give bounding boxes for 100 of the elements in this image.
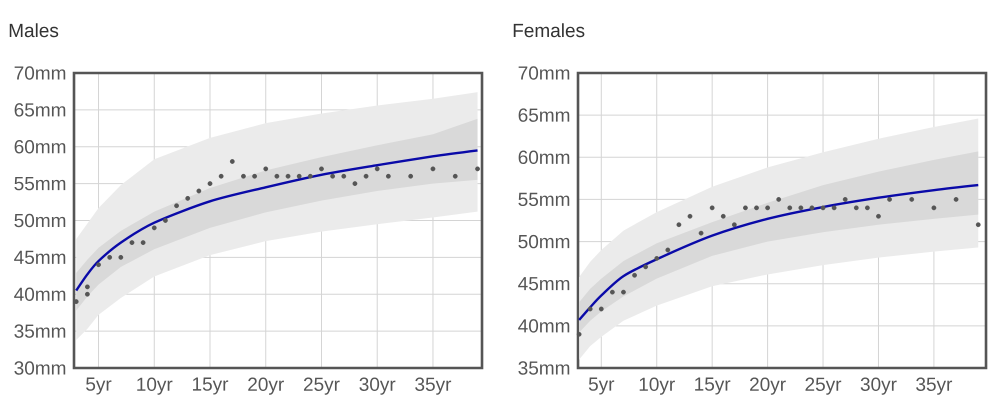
point — [352, 181, 358, 186]
point — [341, 174, 346, 179]
point — [296, 174, 302, 179]
point — [218, 174, 224, 179]
x-tick-label: 30yr — [359, 378, 396, 395]
x-tick-label: 35yr — [916, 378, 952, 395]
point — [676, 222, 682, 228]
point — [430, 166, 436, 172]
point — [330, 174, 336, 179]
point — [598, 306, 604, 312]
x-tick-label: 10yr — [640, 378, 675, 395]
point — [140, 240, 146, 246]
point — [84, 284, 90, 290]
y-tick-label: 55mm — [14, 176, 66, 190]
point — [241, 174, 246, 179]
point — [932, 205, 936, 210]
point — [152, 225, 157, 230]
point — [765, 205, 770, 210]
point — [185, 196, 190, 201]
point — [820, 205, 826, 210]
point — [610, 290, 615, 295]
point — [732, 222, 737, 228]
point — [654, 256, 660, 261]
y-tick-label: 30mm — [14, 361, 66, 375]
x-tick-label: 5yr — [588, 378, 614, 395]
x-tick-label: 25yr — [304, 378, 340, 395]
x-tick-label: 20yr — [750, 378, 786, 395]
line-series — [75, 149, 479, 292]
point — [688, 214, 692, 219]
point — [364, 174, 368, 179]
point — [776, 197, 782, 202]
point — [909, 197, 914, 202]
y-tick-label: 45mm — [14, 250, 66, 264]
point — [230, 159, 235, 164]
point — [263, 166, 268, 172]
x-tick-label: 30yr — [860, 378, 897, 395]
y-tick-label: 65mm — [14, 103, 66, 117]
x-tick-label: 15yr — [695, 378, 730, 395]
x-tick-label: 15yr — [192, 378, 228, 395]
point — [118, 254, 124, 260]
point — [274, 174, 280, 179]
point — [832, 205, 837, 210]
point — [787, 205, 792, 210]
point — [665, 248, 670, 252]
point — [174, 203, 179, 208]
point — [588, 306, 593, 312]
point — [452, 174, 458, 179]
point — [810, 205, 814, 210]
line-series — [578, 184, 980, 322]
point — [643, 264, 648, 270]
point — [743, 205, 748, 210]
point — [632, 272, 637, 278]
y-tick-label: 60mm — [14, 140, 66, 154]
x-tick-label: 5yr — [86, 378, 112, 395]
point — [386, 174, 391, 179]
point — [876, 214, 881, 219]
point — [887, 197, 892, 202]
point — [621, 290, 626, 295]
y-tick-label: 70mm — [14, 66, 66, 80]
point — [475, 166, 480, 172]
point — [130, 240, 134, 246]
y-tick-label: 40mm — [518, 319, 570, 333]
point — [252, 174, 257, 179]
point — [798, 205, 804, 210]
point — [208, 181, 212, 186]
y-tick-label: 70mm — [518, 66, 570, 80]
point — [854, 205, 859, 210]
point — [842, 197, 848, 202]
y-tick-label: 35mm — [518, 361, 570, 375]
point — [754, 205, 759, 210]
y-tick-label: 40mm — [14, 288, 66, 301]
point — [576, 332, 582, 337]
y-tick-label: 35mm — [14, 324, 66, 338]
y-tick-label: 60mm — [518, 150, 570, 164]
y-tick-label: 45mm — [518, 277, 570, 290]
point — [720, 214, 726, 219]
point — [84, 292, 90, 297]
y-tick-label: 65mm — [518, 108, 570, 122]
point — [96, 262, 101, 268]
point — [710, 205, 715, 210]
point — [308, 174, 313, 179]
y-tick-label: 50mm — [518, 234, 570, 248]
point — [107, 254, 112, 260]
point — [698, 230, 704, 236]
point — [408, 174, 414, 179]
y-tick-label: 55mm — [518, 192, 570, 206]
point — [319, 166, 324, 172]
point — [374, 166, 380, 172]
point — [954, 197, 958, 202]
x-tick-label: 25yr — [806, 378, 842, 395]
point — [864, 205, 870, 210]
chart-title: Males — [10, 23, 58, 38]
chart-title: Females — [514, 23, 584, 38]
x-tick-label: 10yr — [137, 378, 172, 395]
point — [196, 188, 202, 194]
point — [163, 218, 168, 223]
x-tick-label: 35yr — [415, 378, 452, 395]
point — [976, 222, 981, 228]
x-tick-label: 20yr — [248, 378, 284, 395]
point — [286, 174, 290, 179]
